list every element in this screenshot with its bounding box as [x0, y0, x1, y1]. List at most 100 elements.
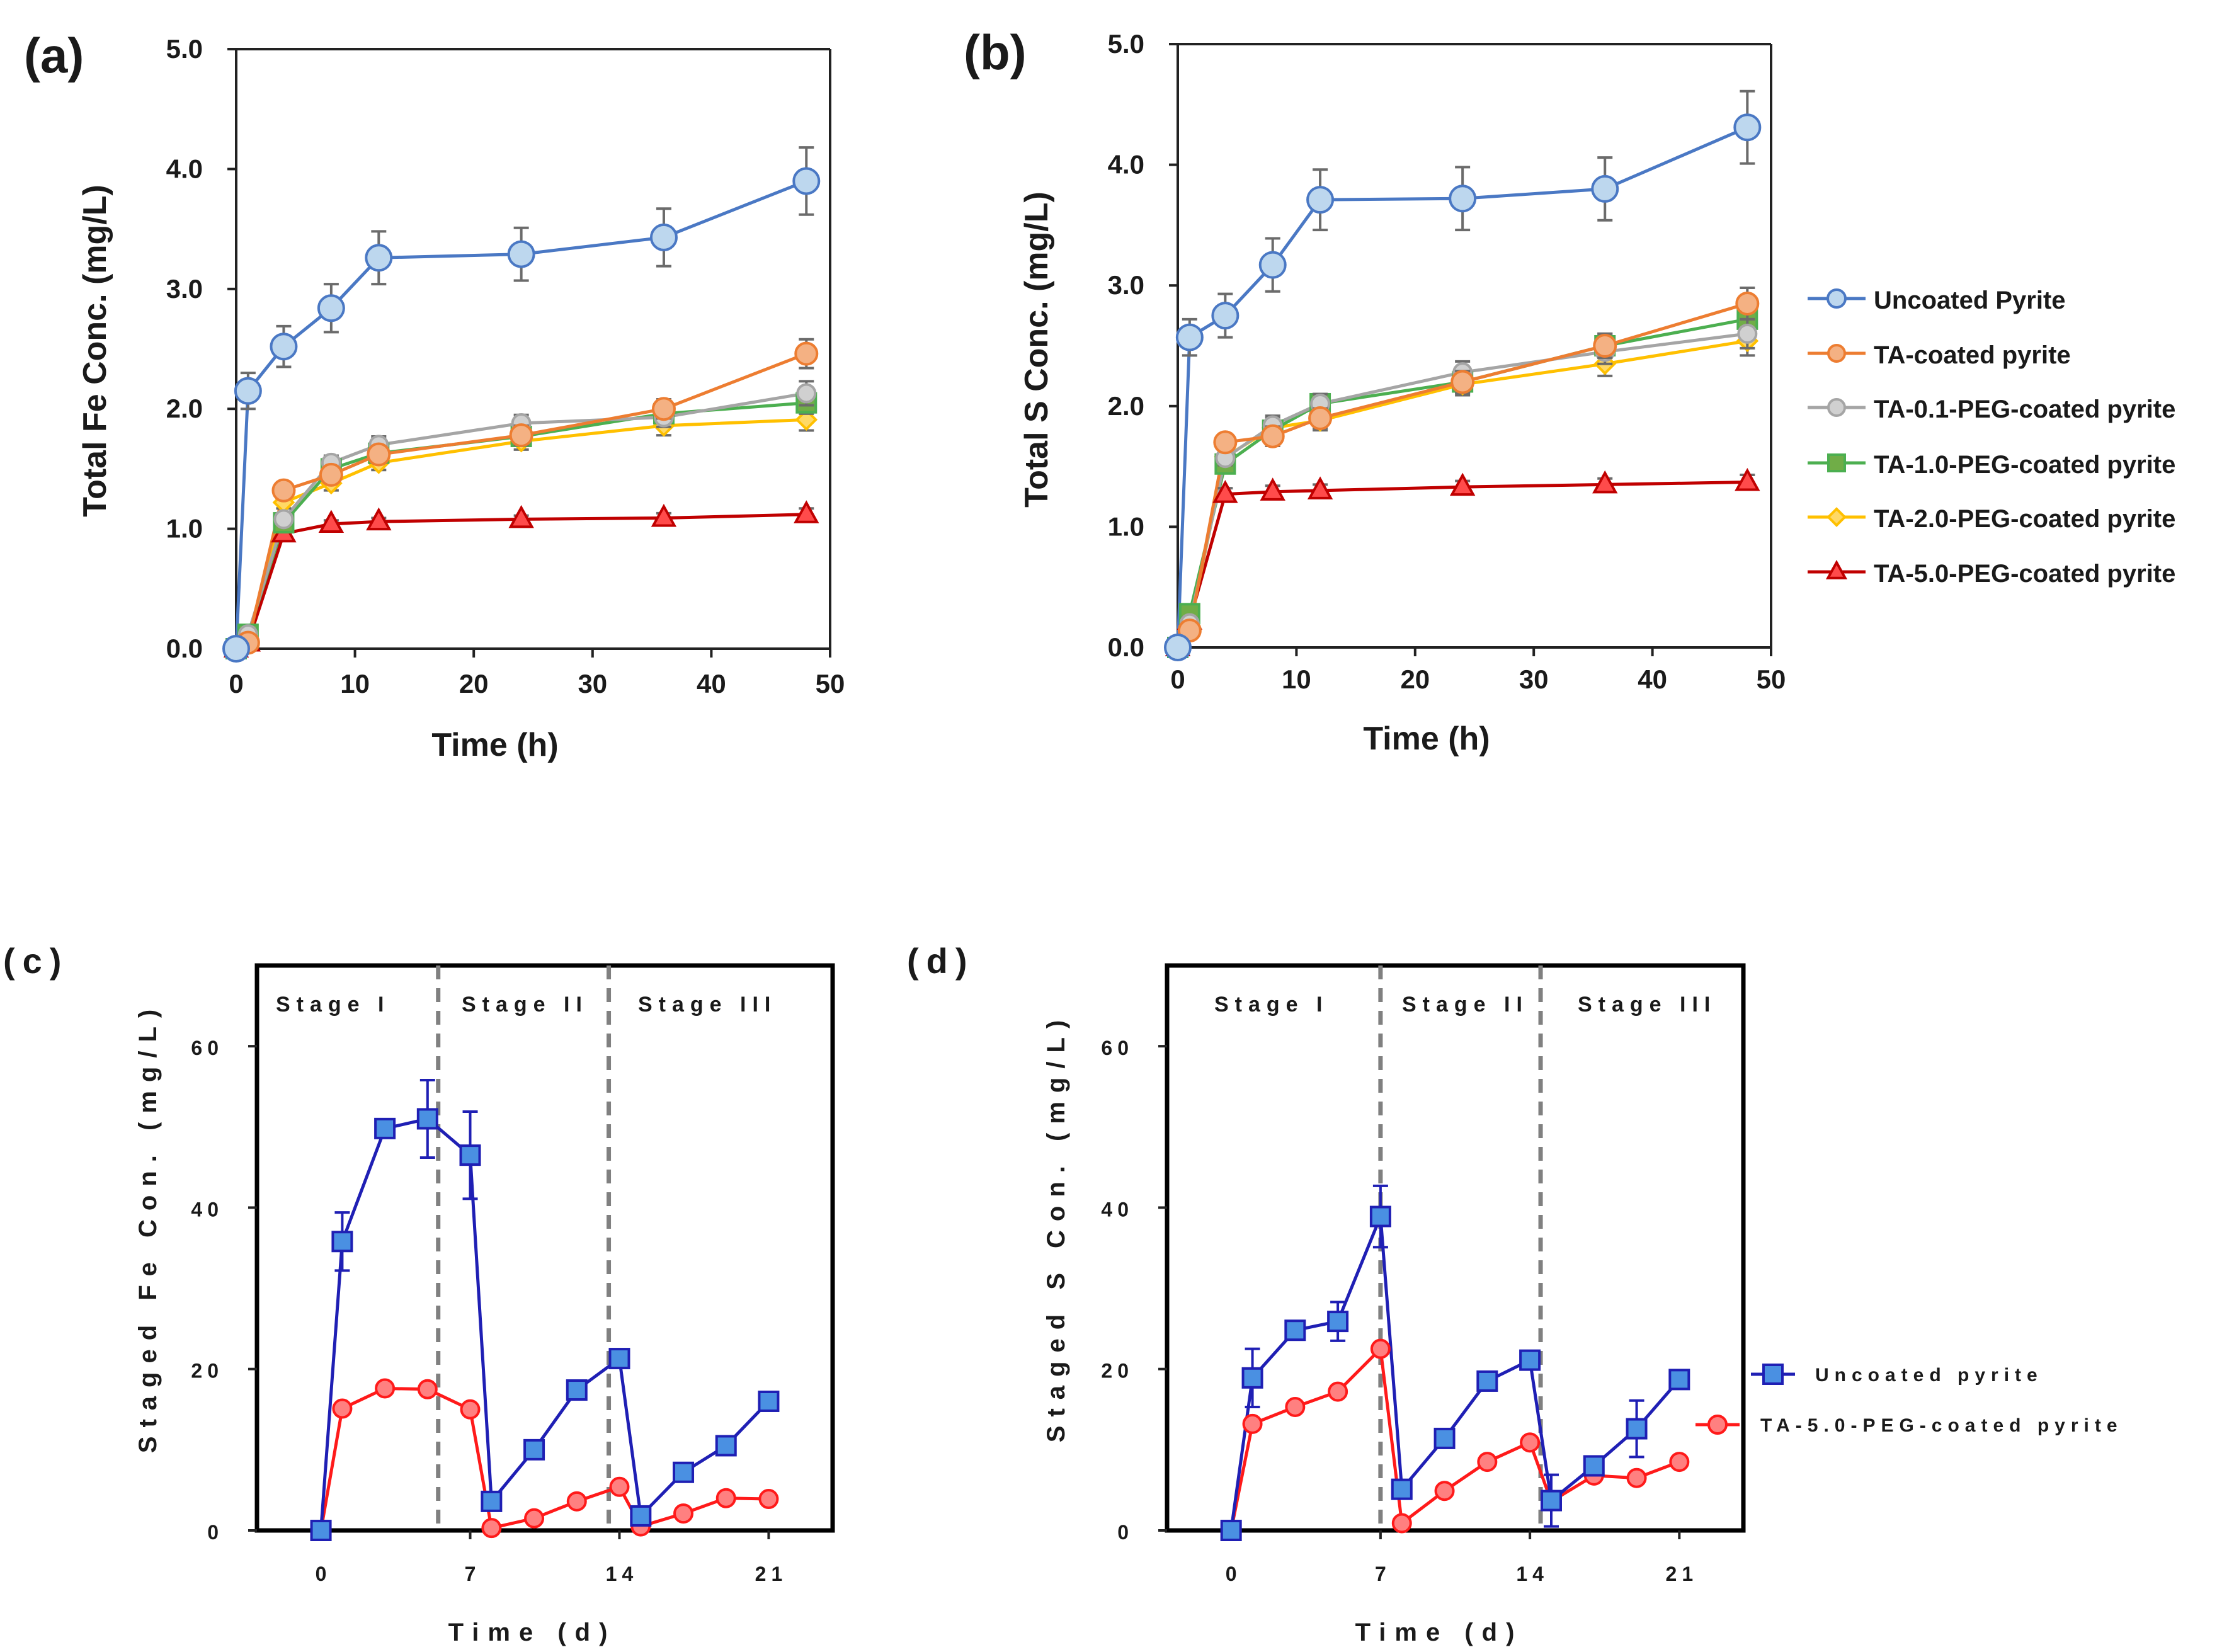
data-point [318, 510, 345, 533]
data-point [481, 1518, 502, 1539]
legend-marker [1827, 507, 1847, 527]
data-point [1669, 1452, 1690, 1473]
data-point [222, 635, 250, 663]
data-point [608, 1348, 630, 1370]
panel-c: 0 20 40 60 0 7 14 21 [191, 963, 835, 1585]
stage-label-c-2: Stage II [462, 993, 588, 1017]
data-point [1258, 251, 1287, 279]
x-tick-label: 40 [1638, 664, 1667, 694]
plot-layer: 0.0 1.0 2.0 3.0 4.0 5.0 0 10 20 30 40 50 0.0 1.0 2.0 3.… [166, 29, 1786, 1585]
panel-b: 0.0 1.0 2.0 3.0 4.0 5.0 0 10 20 30 40 50 [1108, 29, 1786, 694]
x-tick-label: 50 [1757, 664, 1786, 694]
x-tick-label: 0 [229, 669, 243, 698]
data-point [651, 503, 677, 527]
panel-label-a: (a) [24, 28, 84, 83]
legend-marker [1827, 344, 1846, 363]
data-point [566, 1379, 588, 1401]
y-tick-label: 0 [1117, 1521, 1134, 1544]
y-tick-label: 4.0 [166, 154, 203, 183]
data-point [566, 1491, 587, 1512]
x-tick-label: 14 [606, 1563, 639, 1585]
data-point [459, 1144, 481, 1166]
x-axis-title-b: Time (h) [1363, 721, 1490, 757]
data-point [673, 1461, 695, 1483]
y-tick-label: 60 [191, 1037, 224, 1059]
data-point [1668, 1369, 1690, 1391]
data-point [1164, 634, 1192, 661]
legend-marker [1707, 1415, 1728, 1435]
data-point [1241, 1367, 1263, 1389]
data-point [1583, 1455, 1605, 1477]
data-point [1213, 430, 1238, 455]
data-point [630, 1505, 652, 1527]
data-point [270, 333, 298, 361]
y-tick-label: 5.0 [166, 34, 203, 64]
data-point [1391, 1513, 1412, 1534]
y-axis-title-c: Staged Fe Con. (mg/L) [134, 1001, 162, 1453]
data-point [509, 423, 533, 448]
series-line [235, 513, 807, 651]
data-point [507, 240, 535, 268]
data-point [1306, 186, 1335, 214]
data-point [331, 1231, 353, 1253]
x-tick-label: 21 [755, 1563, 788, 1585]
y-tick-label: 3.0 [1108, 270, 1144, 300]
data-point [366, 507, 392, 531]
data-point [1327, 1311, 1349, 1333]
y-tick-label: 40 [1101, 1198, 1134, 1221]
data-point [1519, 1349, 1541, 1371]
data-point [375, 1378, 396, 1399]
legend-marker [1762, 1364, 1784, 1385]
data-point [1449, 185, 1477, 213]
data-point [673, 1503, 694, 1524]
data-point [317, 294, 345, 322]
x-tick-label: 7 [1375, 1563, 1391, 1585]
data-point [796, 383, 817, 404]
data-point [1450, 370, 1475, 394]
legend-top: Uncoated Pyrite TA-coated pyrite TA-0.1-… [1808, 287, 2175, 588]
data-point [1626, 1418, 1648, 1440]
data-point [1308, 406, 1333, 430]
y-tick-label: 20 [191, 1360, 224, 1382]
data-point [1260, 424, 1285, 448]
legend-label-ta50: TA-5.0-PEG-coated pyrite [1760, 1415, 2123, 1436]
data-point [508, 504, 534, 528]
data-point [1211, 302, 1240, 330]
stage-label-c-3: Stage III [638, 993, 777, 1017]
y-tick-label: 2.0 [166, 394, 203, 423]
legend-label-peg01: TA-0.1-PEG-coated pyrite [1874, 396, 2175, 423]
x-axis-title-a: Time (h) [431, 727, 558, 763]
panel-label-c: (c) [3, 941, 69, 981]
data-point [460, 1399, 481, 1420]
stage-label-d-1: Stage I [1214, 993, 1328, 1017]
x-tick-label: 50 [816, 669, 845, 698]
legend-bottom: Uncoated pyrite TA-5.0-PEG-coated pyrite [1695, 1364, 2123, 1436]
data-point [1592, 470, 1618, 494]
data-point [417, 1379, 438, 1399]
data-point [1220, 1520, 1242, 1541]
data-point [332, 1398, 353, 1419]
data-point [1242, 1413, 1263, 1434]
data-point [1370, 1338, 1391, 1359]
panel-d: 0 20 40 60 0 7 14 21 [1101, 963, 1746, 1585]
data-point [715, 1488, 736, 1508]
data-point [273, 509, 294, 530]
stage-label-c-1: Stage I [276, 993, 390, 1017]
legend-label-uncoated: Uncoated Pyrite [1874, 287, 2066, 314]
data-point [1520, 1432, 1541, 1453]
y-tick-label: 40 [191, 1198, 224, 1221]
x-tick-label: 21 [1666, 1563, 1699, 1585]
data-point [1307, 476, 1333, 499]
y-tick-label: 1.0 [166, 514, 203, 544]
legend-label-peg20: TA-2.0-PEG-coated pyrite [1874, 505, 2175, 533]
legend-label-uncoated-pyrite: Uncoated pyrite [1815, 1365, 2043, 1386]
legend-marker [1827, 453, 1846, 472]
data-point [1541, 1490, 1562, 1512]
stage-label-d-3: Stage III [1578, 993, 1716, 1017]
x-tick-label: 14 [1516, 1563, 1549, 1585]
data-point [1260, 477, 1285, 501]
x-axis-title-c: Time (d) [448, 1619, 617, 1646]
series-line [235, 418, 807, 650]
y-axis-title-d: Staged S Con. (mg/L) [1042, 1011, 1070, 1442]
data-point [524, 1508, 545, 1529]
